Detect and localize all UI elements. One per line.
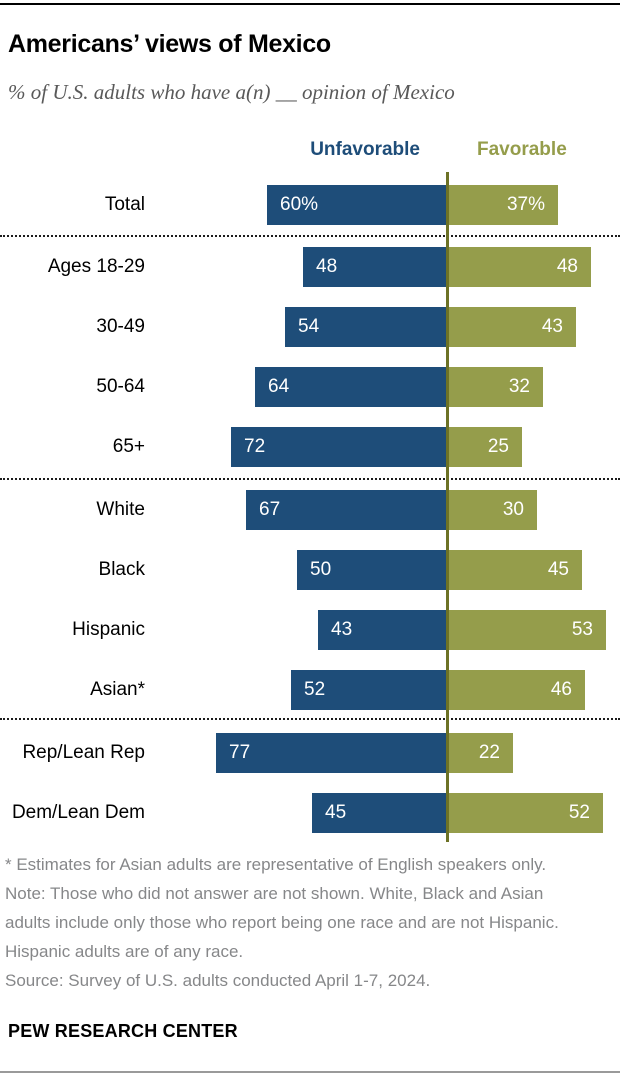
favorable-bar: 48	[447, 247, 591, 287]
favorable-value: 22	[478, 742, 500, 763]
category-label: 65+	[112, 436, 145, 457]
unfavorable-bar: 52	[291, 670, 447, 710]
favorable-value: 48	[556, 256, 578, 277]
favorable-bar: 30	[447, 490, 537, 530]
category-label: White	[96, 499, 145, 520]
bar-area: 48 48	[145, 247, 620, 287]
bottom-rule	[0, 1071, 620, 1073]
top-rule	[0, 3, 620, 5]
favorable-bar: 43	[447, 307, 576, 347]
chart-row-white: White 67 30	[0, 490, 620, 530]
bar-area: 72 25	[145, 427, 620, 467]
legend-unfavorable-label: Unfavorable	[310, 139, 420, 160]
unfavorable-bar: 50	[297, 550, 447, 590]
bar-area: 54 43	[145, 307, 620, 347]
category-label: Rep/Lean Rep	[22, 742, 145, 763]
pew-research-center-wordmark: PEW RESEARCH CENTER	[8, 1021, 238, 1041]
favorable-bar: 52	[447, 793, 603, 833]
section-divider	[0, 718, 620, 720]
footnotes: * Estimates for Asian adults are represe…	[5, 850, 561, 995]
favorable-value: 43	[541, 316, 563, 337]
chart-row-65-plus: 65+ 72 25	[0, 427, 620, 467]
asterisk-note: * Estimates for Asian adults are represe…	[5, 855, 547, 874]
favorable-value: 45	[547, 559, 569, 580]
bar-area: 60% 37%	[145, 185, 620, 225]
favorable-value: 37%	[506, 194, 545, 215]
unfavorable-value: 67	[259, 499, 281, 520]
chart-row-hispanic: Hispanic 43 53	[0, 610, 620, 650]
favorable-bar: 32	[447, 367, 543, 407]
chart-row-dem: Dem/Lean Dem 45 52	[0, 793, 620, 833]
chart-row-30-49: 30-49 54 43	[0, 307, 620, 347]
chart-row-asian: Asian* 52 46	[0, 670, 620, 710]
bar-area: 50 45	[145, 550, 620, 590]
unfavorable-bar: 64	[255, 367, 447, 407]
unfavorable-value: 50	[310, 559, 332, 580]
unfavorable-value: 54	[298, 316, 320, 337]
bar-area: 52 46	[145, 670, 620, 710]
page-title: Americans’ views of Mexico	[8, 30, 331, 58]
unfavorable-bar: 43	[318, 610, 447, 650]
favorable-bar: 45	[447, 550, 582, 590]
category-label: Hispanic	[72, 619, 145, 640]
favorable-value: 53	[571, 619, 593, 640]
category-label: 50-64	[96, 376, 145, 397]
bar-area: 45 52	[145, 793, 620, 833]
favorable-value: 46	[550, 679, 572, 700]
favorable-bar: 22	[447, 733, 513, 773]
unfavorable-value: 77	[229, 742, 251, 763]
favorable-value: 52	[568, 802, 590, 823]
unfavorable-bar: 72	[231, 427, 447, 467]
favorable-value: 30	[502, 499, 524, 520]
category-label: Total	[104, 194, 145, 215]
favorable-bar: 25	[447, 427, 522, 467]
legend-favorable-label: Favorable	[477, 139, 567, 160]
category-label: Asian*	[90, 679, 145, 700]
section-divider	[0, 235, 620, 237]
chart-row-black: Black 50 45	[0, 550, 620, 590]
bar-area: 67 30	[145, 490, 620, 530]
chart-row-ages-18-29: Ages 18-29 48 48	[0, 247, 620, 287]
unfavorable-bar: 45	[312, 793, 447, 833]
source-note: Source: Survey of U.S. adults conducted …	[5, 971, 431, 990]
unfavorable-bar: 67	[246, 490, 447, 530]
chart-row-total: Total 60% 37%	[0, 185, 620, 225]
methodology-note: Note: Those who did not answer are not s…	[5, 884, 559, 961]
category-label: Black	[98, 559, 145, 580]
chart-subtitle: % of U.S. adults who have a(n) __ opinio…	[8, 80, 455, 104]
category-label: 30-49	[96, 316, 145, 337]
unfavorable-bar: 54	[285, 307, 447, 347]
category-label: Ages 18-29	[47, 256, 145, 277]
bar-area: 77 22	[145, 733, 620, 773]
favorable-value: 25	[487, 436, 509, 457]
unfavorable-value: 45	[325, 802, 347, 823]
unfavorable-value: 64	[268, 376, 290, 397]
unfavorable-value: 48	[316, 256, 338, 277]
bar-area: 64 32	[145, 367, 620, 407]
favorable-bar: 46	[447, 670, 585, 710]
bar-area: 43 53	[145, 610, 620, 650]
section-divider	[0, 478, 620, 480]
unfavorable-value: 72	[244, 436, 266, 457]
unfavorable-value: 60%	[280, 194, 319, 215]
axis-center-line	[446, 172, 449, 842]
favorable-value: 32	[508, 376, 530, 397]
unfavorable-value: 52	[304, 679, 326, 700]
unfavorable-bar: 48	[303, 247, 447, 287]
chart-row-rep: Rep/Lean Rep 77 22	[0, 733, 620, 773]
unfavorable-value: 43	[331, 619, 353, 640]
category-label: Dem/Lean Dem	[11, 802, 145, 823]
diverging-bar-chart: Total 60% 37% Ages 18-29 48 48 30-49 54 …	[0, 172, 620, 853]
chart-row-50-64: 50-64 64 32	[0, 367, 620, 407]
favorable-bar: 37%	[447, 185, 558, 225]
unfavorable-bar: 60%	[267, 185, 447, 225]
unfavorable-bar: 77	[216, 733, 447, 773]
favorable-bar: 53	[447, 610, 606, 650]
